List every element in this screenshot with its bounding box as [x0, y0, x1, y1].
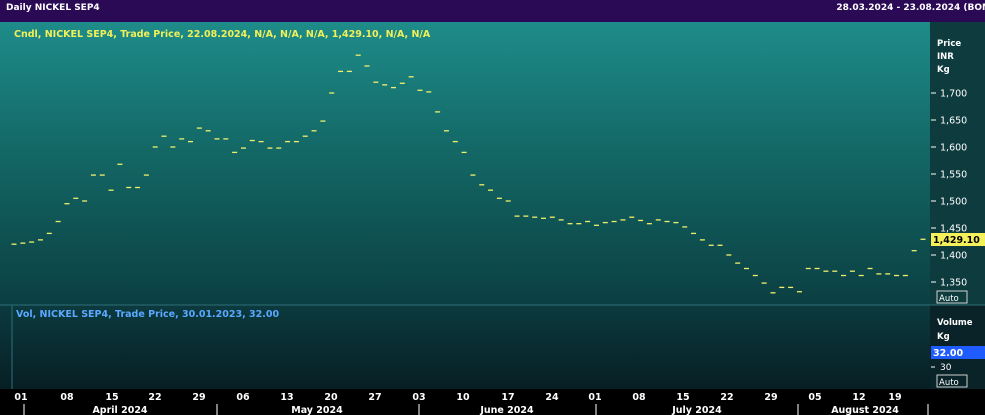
date-tick-label-9: 03 [412, 392, 425, 403]
month-label-1: May 2024 [291, 405, 343, 415]
price-axis-background [930, 22, 985, 305]
volume-value-badge [931, 346, 985, 359]
chart-title: Daily NICKEL SEP4 [6, 3, 100, 13]
date-tick-label-15: 15 [676, 392, 689, 403]
date-tick-label-1: 08 [60, 392, 74, 403]
date-tick-label-14: 08 [632, 392, 646, 403]
volume-axis-title-volume: Volume [937, 318, 973, 328]
date-tick-label-4: 29 [192, 392, 205, 403]
volume-axis-title-unit: Kg [937, 332, 950, 342]
date-tick-label-5: 06 [236, 392, 250, 403]
date-tick-label-12: 24 [545, 392, 559, 403]
volume-tick-label: 30 [940, 363, 952, 373]
date-tick-label-13: 01 [588, 392, 601, 403]
volume-legend: Vol, NICKEL SEP4, Trade Price, 30.01.202… [16, 309, 279, 320]
last-price-label: 1,429.10 [933, 235, 980, 246]
date-axis: 01 08 15 22 29 06 13 20 27 03 10 17 24 01 08 15 22 29 05 12… [14, 392, 929, 415]
month-label-3: July 2024 [671, 405, 722, 415]
volume-panel-background [0, 305, 930, 389]
date-axis-background [0, 389, 985, 415]
chart-title-bar: Daily NICKEL SEP4 28.03.2024 - 23.08.202… [0, 0, 985, 22]
month-label-2: June 2024 [479, 405, 534, 415]
volume-value-label: 32.00 [933, 348, 963, 359]
date-range: 28.03.2024 - 23.08.2024 (BOM [836, 3, 985, 13]
date-tick-label-17: 29 [764, 392, 777, 403]
price-axis-title-price: Price [937, 39, 961, 49]
price-axis-title-currency: INR [937, 52, 954, 62]
price-axis-title-unit: Kg [937, 65, 950, 75]
date-tick-label-2: 15 [105, 392, 118, 403]
date-tick-label-16: 22 [720, 392, 733, 403]
price-tick-label-3: 1,550 [940, 170, 967, 181]
date-tick-label-8: 27 [368, 392, 381, 403]
price-panel-background [0, 22, 930, 305]
date-tick-label-6: 13 [280, 392, 293, 403]
date-tick-label-7: 20 [324, 392, 338, 403]
date-tick-label-0: 01 [14, 392, 27, 403]
date-tick-label-19: 12 [852, 392, 865, 403]
month-label-0: April 2024 [92, 405, 147, 415]
volume-auto-label: Auto [939, 378, 959, 388]
price-tick-label-7: 1,350 [940, 278, 967, 289]
date-tick-label-20: 19 [888, 392, 901, 403]
month-label-4: August 2024 [831, 405, 899, 415]
date-tick-label-3: 22 [148, 392, 161, 403]
date-tick-label-11: 17 [501, 392, 514, 403]
price-tick-label-0: 1,700 [940, 89, 967, 100]
price-auto-label: Auto [939, 294, 959, 304]
last-price-badge [931, 233, 985, 246]
price-tick-label-4: 1,500 [940, 197, 967, 208]
price-legend: Cndl, NICKEL SEP4, Trade Price, 22.08.20… [14, 29, 431, 40]
price-tick-label-5: 1,450 [940, 224, 967, 235]
price-tick-label-1: 1,650 [940, 116, 967, 127]
price-tick-label-6: 1,400 [940, 251, 967, 262]
volume-auto-button[interactable] [936, 374, 968, 388]
price-series [11, 54, 926, 294]
date-tick-label-18: 05 [808, 392, 821, 403]
price-tick-label-2: 1,600 [940, 143, 967, 154]
price-volume-chart: Cndl, NICKEL SEP4, Trade Price, 22.08.20… [0, 22, 985, 415]
price-auto-button[interactable] [936, 290, 968, 304]
date-tick-label-10: 10 [456, 392, 470, 403]
price-axis-ticks: 1,700 1,650 1,600 1,550 1,500 1,450 1,400 1,350 [931, 89, 967, 289]
